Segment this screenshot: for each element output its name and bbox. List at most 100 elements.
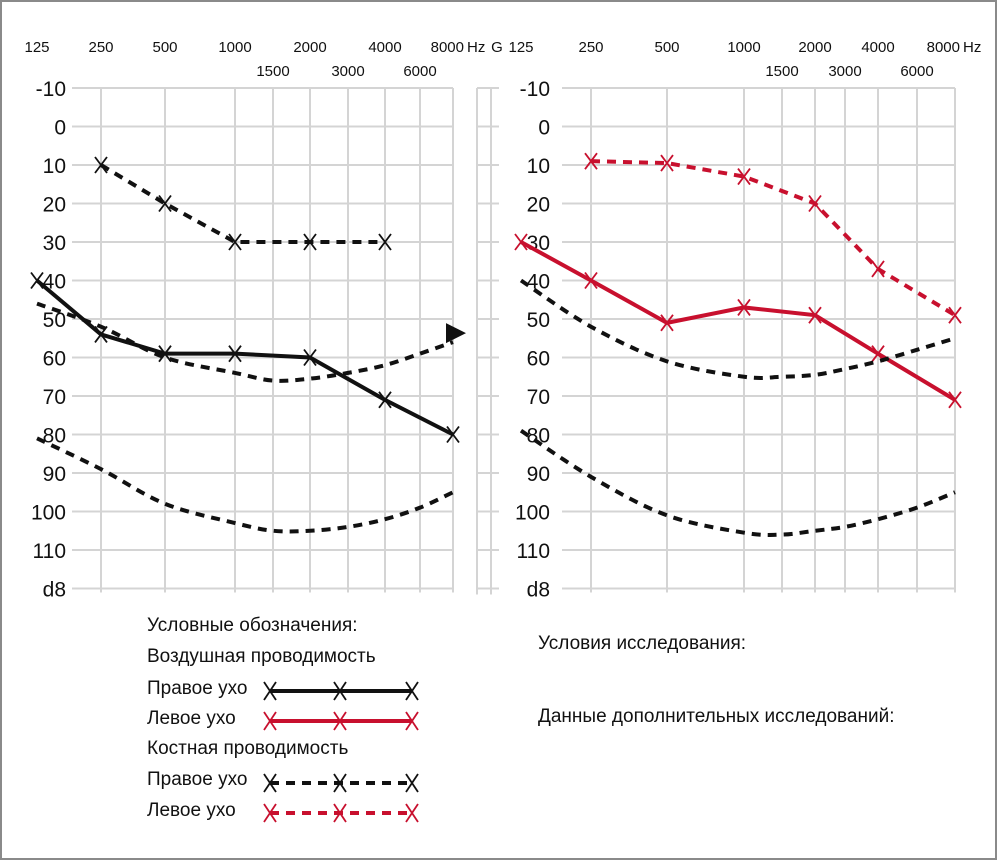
legend-x-marker — [263, 803, 277, 823]
data-point-x-marker — [228, 345, 242, 363]
data-point-x-marker — [303, 233, 317, 251]
y-tick-label: 40 — [527, 271, 550, 294]
data-point-x-marker — [158, 345, 172, 363]
x-tick-label: 500 — [152, 39, 177, 56]
data-point-x-marker — [378, 233, 392, 251]
data-point-x-marker — [584, 152, 598, 170]
y-tick-label: 100 — [515, 502, 550, 525]
data-point-x-marker — [660, 154, 674, 172]
series-line — [99, 163, 385, 244]
data-point-x-marker — [871, 260, 885, 278]
x-tick-label: 8000 — [431, 39, 464, 56]
y-tick-label: 10 — [527, 155, 550, 178]
x-tick-label: 1000 — [727, 39, 760, 56]
legend-bone-heading: Костная проводимость — [147, 738, 349, 759]
data-point-x-marker — [660, 314, 674, 332]
y-tick-label: 110 — [517, 540, 550, 563]
y-tick-label: 80 — [527, 425, 550, 448]
series-Правое-ухо-(воздушная) — [30, 271, 460, 444]
x-tick-label: 2000 — [798, 39, 831, 56]
legend-x-marker — [333, 711, 347, 731]
x-tick-label: 250 — [578, 39, 603, 56]
data-point-x-marker — [948, 391, 962, 409]
x-tick-label: 250 — [88, 39, 113, 56]
conditions-label: Условия исследования: — [538, 633, 747, 654]
series-Правое-ухо-(костная) — [94, 156, 392, 251]
g-column-label: G — [491, 39, 503, 56]
series-line — [36, 436, 454, 534]
y-tick-label: 0 — [54, 117, 66, 140]
series-Левое-ухо-(костная) — [584, 152, 962, 324]
series-line — [519, 278, 956, 380]
y-unit-label: d8 — [43, 579, 66, 602]
additional-data-label: Данные дополнительных исследований: — [538, 706, 895, 727]
legend-bone-left-sample — [263, 803, 419, 823]
legend-air-left-sample — [263, 711, 419, 731]
x-tick-label: 8000 — [927, 39, 960, 56]
data-point-x-marker — [303, 348, 317, 367]
legend-x-marker — [333, 773, 347, 793]
y-tick-label: 20 — [527, 194, 550, 217]
series-line — [36, 301, 454, 383]
legend-x-marker — [333, 803, 347, 823]
x-tick-label: 3000 — [828, 63, 861, 80]
y-tick-label: 90 — [43, 463, 66, 486]
y-tick-label: 80 — [43, 425, 66, 448]
legend-bone-left-label: Левое ухо — [147, 800, 236, 821]
data-point-x-marker — [30, 271, 44, 290]
x-tick-label: 500 — [654, 39, 679, 56]
x-tick-label: 3000 — [331, 63, 364, 80]
data-point-x-marker — [446, 425, 460, 444]
legend-air-right-sample — [263, 681, 419, 701]
legend-bone-right-sample — [263, 773, 419, 793]
data-point-x-marker — [94, 156, 108, 174]
data-point-x-marker — [737, 168, 751, 186]
y-tick-label: 70 — [527, 386, 550, 409]
series-curve-lower — [36, 436, 454, 534]
legend-bone-right-label: Правое ухо — [147, 769, 248, 790]
data-point-x-marker — [514, 233, 528, 251]
data-point-x-marker — [948, 306, 962, 324]
legend-x-marker — [405, 711, 419, 731]
series-curve-lower — [519, 428, 956, 537]
y-tick-label: -10 — [520, 78, 550, 101]
x-tick-label: 4000 — [861, 39, 894, 56]
y-tick-label: 50 — [43, 309, 66, 332]
x-tick-label: 6000 — [403, 63, 436, 80]
x-tick-label: 125 — [508, 39, 533, 56]
legend-x-marker — [333, 681, 347, 701]
legend-air-right-label: Правое ухо — [147, 678, 248, 699]
y-unit-label: d8 — [527, 579, 550, 602]
x-tick-label: 125 — [24, 39, 49, 56]
x-tick-label: 1000 — [218, 39, 251, 56]
legend-x-marker — [263, 773, 277, 793]
triangle-marker — [446, 323, 466, 344]
y-tick-label: -10 — [36, 78, 66, 101]
series-Левое-ухо-(воздушная) — [514, 233, 962, 409]
y-tick-label: 50 — [527, 309, 550, 332]
series-line — [519, 428, 956, 537]
data-point-x-marker — [808, 194, 822, 213]
legend-x-marker — [405, 681, 419, 701]
y-tick-label: 110 — [33, 540, 66, 563]
x-tick-label: 2000 — [293, 39, 326, 56]
y-tick-label: 60 — [527, 348, 550, 371]
x-tick-label: 1500 — [765, 63, 798, 80]
data-point-x-marker — [808, 306, 822, 324]
data-point-x-marker — [228, 233, 242, 251]
data-point-x-marker — [378, 391, 392, 409]
legend-x-marker — [405, 803, 419, 823]
x-tick-label: 4000 — [368, 39, 401, 56]
y-tick-label: 0 — [538, 117, 550, 140]
series-curve-upper — [36, 301, 466, 383]
data-point-x-marker — [158, 194, 172, 213]
x-unit-label: Hz — [467, 39, 485, 56]
legend-x-marker — [263, 711, 277, 731]
y-tick-label: 60 — [43, 348, 66, 371]
x-unit-label: Hz — [963, 39, 981, 56]
series-curve-upper — [519, 278, 956, 380]
